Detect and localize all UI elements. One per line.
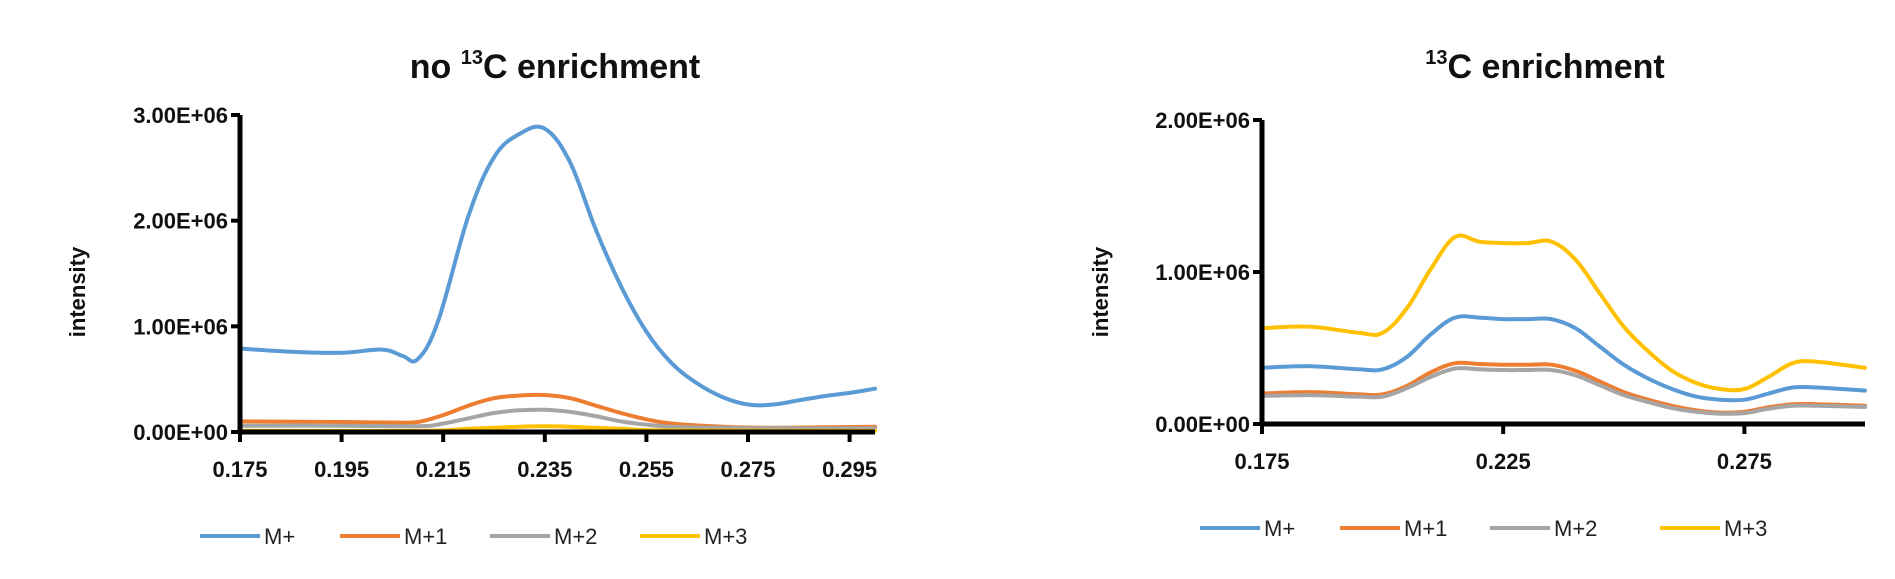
legend: M+ M+1 M+2 M+3 [200,524,747,549]
chart-title: no 13C enrichment [410,47,701,86]
chart-title-prefix: no [410,48,461,86]
y-tick-label: 0.00E+00 [1155,412,1250,437]
series-line-mplus [238,124,877,408]
legend-item: M+1 [340,524,447,549]
legend: M+ M+1 M+2 M+3 [1200,516,1767,541]
x-tick-label: 0.175 [1234,449,1289,474]
x-tick-label: 0.295 [822,457,877,482]
series-line-mplus [1260,314,1867,403]
chart-title-suffix: C enrichment [483,48,700,86]
y-tick-label: 2.00E+06 [1155,108,1250,133]
y-axis-label: intensity [1088,246,1113,337]
chart-title-suffix: C enrichment [1447,48,1664,86]
legend-label: M+ [264,524,295,549]
x-tick-label: 0.215 [416,457,471,482]
legend-item: M+2 [1490,516,1597,541]
x-tick-label: 0.175 [212,457,267,482]
legend-label: M+2 [554,524,597,549]
legend-label: M+ [1264,516,1295,541]
y-tick-label: 3.00E+06 [133,103,228,128]
legend-item: M+3 [640,524,747,549]
chart-no-enrichment: no 13C enrichment intensity 0.00E+00 1.00… [65,47,877,549]
y-tick-label: 1.00E+06 [133,314,228,339]
x-tick-label: 0.225 [1476,449,1531,474]
plot-area: 0.00E+00 1.00E+06 2.00E+06 0.175 0.225 0.275 [1155,108,1867,474]
legend-label: M+2 [1554,516,1597,541]
series-line-mplus3 [1260,233,1867,393]
legend-item: M+ [200,524,295,549]
legend-item: M+ [1200,516,1295,541]
x-tick-label: 0.235 [517,457,572,482]
series-line-mplus2 [238,407,877,431]
y-axis-label: intensity [65,246,90,337]
y-tick-label: 1.00E+06 [1155,260,1250,285]
plot-area: 0.00E+00 1.00E+06 2.00E+06 3.00E+06 0.175 0.1… [133,103,877,482]
legend-label: M+3 [1724,516,1767,541]
chart-title-superscript: 13 [461,47,483,69]
y-tick-label: 0.00E+00 [133,420,228,445]
legend-label: M+1 [404,524,447,549]
x-tick-label: 0.195 [314,457,369,482]
legend-item: M+1 [1340,516,1447,541]
legend-item: M+2 [490,524,597,549]
y-tick-label: 2.00E+06 [133,209,228,234]
series-line-mplus2 [1260,366,1867,416]
x-tick-label: 0.275 [720,457,775,482]
chart-title: 13C enrichment [1425,47,1665,86]
legend-item: M+3 [1660,516,1767,541]
chart-title-superscript: 13 [1425,47,1447,69]
x-tick-label: 0.255 [619,457,674,482]
legend-label: M+1 [1404,516,1447,541]
legend-label: M+3 [704,524,747,549]
chart-13c-enrichment: 13C enrichment intensity 0.00E+00 1.00E+0… [1088,47,1867,541]
x-tick-label: 0.275 [1717,449,1772,474]
